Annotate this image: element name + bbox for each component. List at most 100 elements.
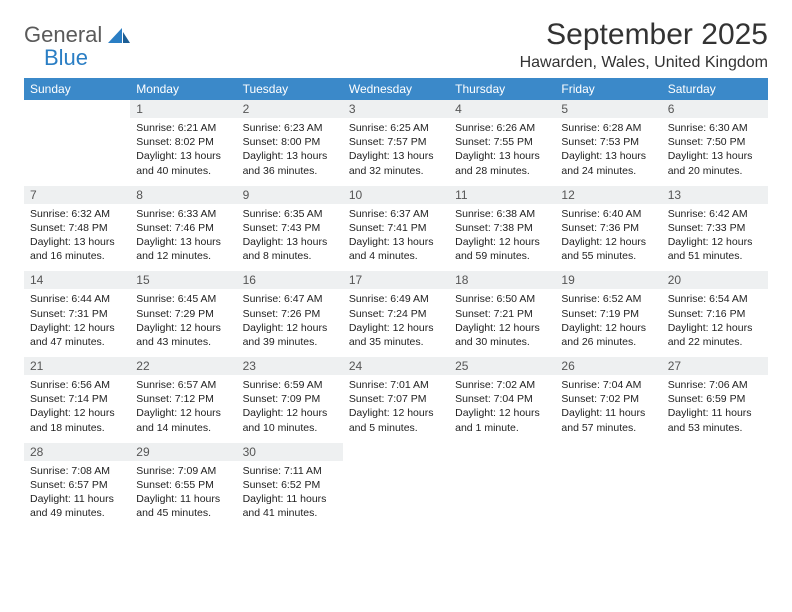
- calendar-body: 123456Sunrise: 6:21 AMSunset: 8:02 PMDay…: [24, 100, 768, 528]
- daynum-row: 123456: [24, 100, 768, 118]
- daydata-row: Sunrise: 7:08 AMSunset: 6:57 PMDaylight:…: [24, 461, 768, 529]
- day-cell: Sunrise: 6:54 AMSunset: 7:16 PMDaylight:…: [662, 289, 768, 357]
- sunset-text: Sunset: 7:02 PM: [561, 392, 655, 406]
- sunrise-text: Sunrise: 6:21 AM: [136, 121, 230, 135]
- day-number: [662, 443, 768, 461]
- day-number: 14: [24, 271, 130, 289]
- sunset-text: Sunset: 7:29 PM: [136, 307, 230, 321]
- sunset-text: Sunset: 7:04 PM: [455, 392, 549, 406]
- day-cell: Sunrise: 7:08 AMSunset: 6:57 PMDaylight:…: [24, 461, 130, 529]
- sunset-text: Sunset: 7:53 PM: [561, 135, 655, 149]
- day-number: 12: [555, 186, 661, 204]
- sunset-text: Sunset: 7:24 PM: [349, 307, 443, 321]
- sunset-text: Sunset: 7:50 PM: [668, 135, 762, 149]
- daydata-row: Sunrise: 6:56 AMSunset: 7:14 PMDaylight:…: [24, 375, 768, 443]
- day-number: 29: [130, 443, 236, 461]
- day-number: 13: [662, 186, 768, 204]
- day-cell: [24, 118, 130, 186]
- day-cell: Sunrise: 6:42 AMSunset: 7:33 PMDaylight:…: [662, 204, 768, 272]
- day-number: 9: [237, 186, 343, 204]
- daynum-row: 21222324252627: [24, 357, 768, 375]
- daynum-row: 78910111213: [24, 186, 768, 204]
- daylight-text: Daylight: 13 hours and 8 minutes.: [243, 235, 337, 263]
- sunset-text: Sunset: 7:19 PM: [561, 307, 655, 321]
- sunrise-text: Sunrise: 6:37 AM: [349, 207, 443, 221]
- day-cell: Sunrise: 6:25 AMSunset: 7:57 PMDaylight:…: [343, 118, 449, 186]
- sunset-text: Sunset: 7:46 PM: [136, 221, 230, 235]
- daylight-text: Daylight: 13 hours and 28 minutes.: [455, 149, 549, 177]
- daylight-text: Daylight: 12 hours and 55 minutes.: [561, 235, 655, 263]
- daylight-text: Daylight: 11 hours and 57 minutes.: [561, 406, 655, 434]
- sunrise-text: Sunrise: 6:35 AM: [243, 207, 337, 221]
- day-cell: Sunrise: 7:11 AMSunset: 6:52 PMDaylight:…: [237, 461, 343, 529]
- day-cell: Sunrise: 6:44 AMSunset: 7:31 PMDaylight:…: [24, 289, 130, 357]
- sunrise-text: Sunrise: 6:47 AM: [243, 292, 337, 306]
- daylight-text: Daylight: 13 hours and 40 minutes.: [136, 149, 230, 177]
- day-number: [449, 443, 555, 461]
- daylight-text: Daylight: 13 hours and 12 minutes.: [136, 235, 230, 263]
- day-cell: Sunrise: 6:35 AMSunset: 7:43 PMDaylight:…: [237, 204, 343, 272]
- day-cell: Sunrise: 6:30 AMSunset: 7:50 PMDaylight:…: [662, 118, 768, 186]
- daydata-row: Sunrise: 6:32 AMSunset: 7:48 PMDaylight:…: [24, 204, 768, 272]
- daylight-text: Daylight: 12 hours and 14 minutes.: [136, 406, 230, 434]
- day-cell: [555, 461, 661, 529]
- day-number: 1: [130, 100, 236, 118]
- daylight-text: Daylight: 13 hours and 24 minutes.: [561, 149, 655, 177]
- daylight-text: Daylight: 13 hours and 36 minutes.: [243, 149, 337, 177]
- logo-line1: General: [24, 22, 102, 47]
- sunrise-text: Sunrise: 6:49 AM: [349, 292, 443, 306]
- day-cell: Sunrise: 6:45 AMSunset: 7:29 PMDaylight:…: [130, 289, 236, 357]
- daylight-text: Daylight: 12 hours and 10 minutes.: [243, 406, 337, 434]
- sunrise-text: Sunrise: 6:28 AM: [561, 121, 655, 135]
- calendar-table: Sunday Monday Tuesday Wednesday Thursday…: [24, 78, 768, 528]
- sunrise-text: Sunrise: 6:26 AM: [455, 121, 549, 135]
- day-number: 22: [130, 357, 236, 375]
- sail-icon: [108, 26, 130, 49]
- dayhead-sun: Sunday: [24, 78, 130, 100]
- sunrise-text: Sunrise: 6:23 AM: [243, 121, 337, 135]
- daylight-text: Daylight: 12 hours and 51 minutes.: [668, 235, 762, 263]
- sunset-text: Sunset: 8:00 PM: [243, 135, 337, 149]
- sunset-text: Sunset: 7:55 PM: [455, 135, 549, 149]
- sunset-text: Sunset: 7:31 PM: [30, 307, 124, 321]
- sunrise-text: Sunrise: 6:45 AM: [136, 292, 230, 306]
- dayhead-wed: Wednesday: [343, 78, 449, 100]
- day-cell: Sunrise: 6:40 AMSunset: 7:36 PMDaylight:…: [555, 204, 661, 272]
- sunset-text: Sunset: 7:48 PM: [30, 221, 124, 235]
- day-number: 24: [343, 357, 449, 375]
- daylight-text: Daylight: 12 hours and 39 minutes.: [243, 321, 337, 349]
- sunset-text: Sunset: 7:12 PM: [136, 392, 230, 406]
- dayhead-mon: Monday: [130, 78, 236, 100]
- day-cell: Sunrise: 6:23 AMSunset: 8:00 PMDaylight:…: [237, 118, 343, 186]
- day-number: 5: [555, 100, 661, 118]
- sunrise-text: Sunrise: 6:59 AM: [243, 378, 337, 392]
- day-number: 8: [130, 186, 236, 204]
- sunrise-text: Sunrise: 6:32 AM: [30, 207, 124, 221]
- daylight-text: Daylight: 13 hours and 16 minutes.: [30, 235, 124, 263]
- calendar-page: General Blue September 2025 Hawarden, Wa…: [0, 0, 792, 546]
- day-cell: Sunrise: 6:50 AMSunset: 7:21 PMDaylight:…: [449, 289, 555, 357]
- sunrise-text: Sunrise: 7:11 AM: [243, 464, 337, 478]
- month-title: September 2025: [520, 18, 768, 52]
- sunrise-text: Sunrise: 7:02 AM: [455, 378, 549, 392]
- daylight-text: Daylight: 12 hours and 43 minutes.: [136, 321, 230, 349]
- day-number: 30: [237, 443, 343, 461]
- day-header-row: Sunday Monday Tuesday Wednesday Thursday…: [24, 78, 768, 100]
- sunset-text: Sunset: 6:59 PM: [668, 392, 762, 406]
- day-number: 6: [662, 100, 768, 118]
- day-cell: Sunrise: 6:33 AMSunset: 7:46 PMDaylight:…: [130, 204, 236, 272]
- day-number: [555, 443, 661, 461]
- logo-line2: Blue: [24, 47, 130, 69]
- sunset-text: Sunset: 7:07 PM: [349, 392, 443, 406]
- sunrise-text: Sunrise: 7:08 AM: [30, 464, 124, 478]
- day-cell: Sunrise: 6:56 AMSunset: 7:14 PMDaylight:…: [24, 375, 130, 443]
- day-cell: Sunrise: 6:32 AMSunset: 7:48 PMDaylight:…: [24, 204, 130, 272]
- day-number: 18: [449, 271, 555, 289]
- day-number: 4: [449, 100, 555, 118]
- day-number: 3: [343, 100, 449, 118]
- daylight-text: Daylight: 12 hours and 22 minutes.: [668, 321, 762, 349]
- sunrise-text: Sunrise: 6:56 AM: [30, 378, 124, 392]
- day-cell: Sunrise: 6:38 AMSunset: 7:38 PMDaylight:…: [449, 204, 555, 272]
- dayhead-fri: Friday: [555, 78, 661, 100]
- day-cell: Sunrise: 6:26 AMSunset: 7:55 PMDaylight:…: [449, 118, 555, 186]
